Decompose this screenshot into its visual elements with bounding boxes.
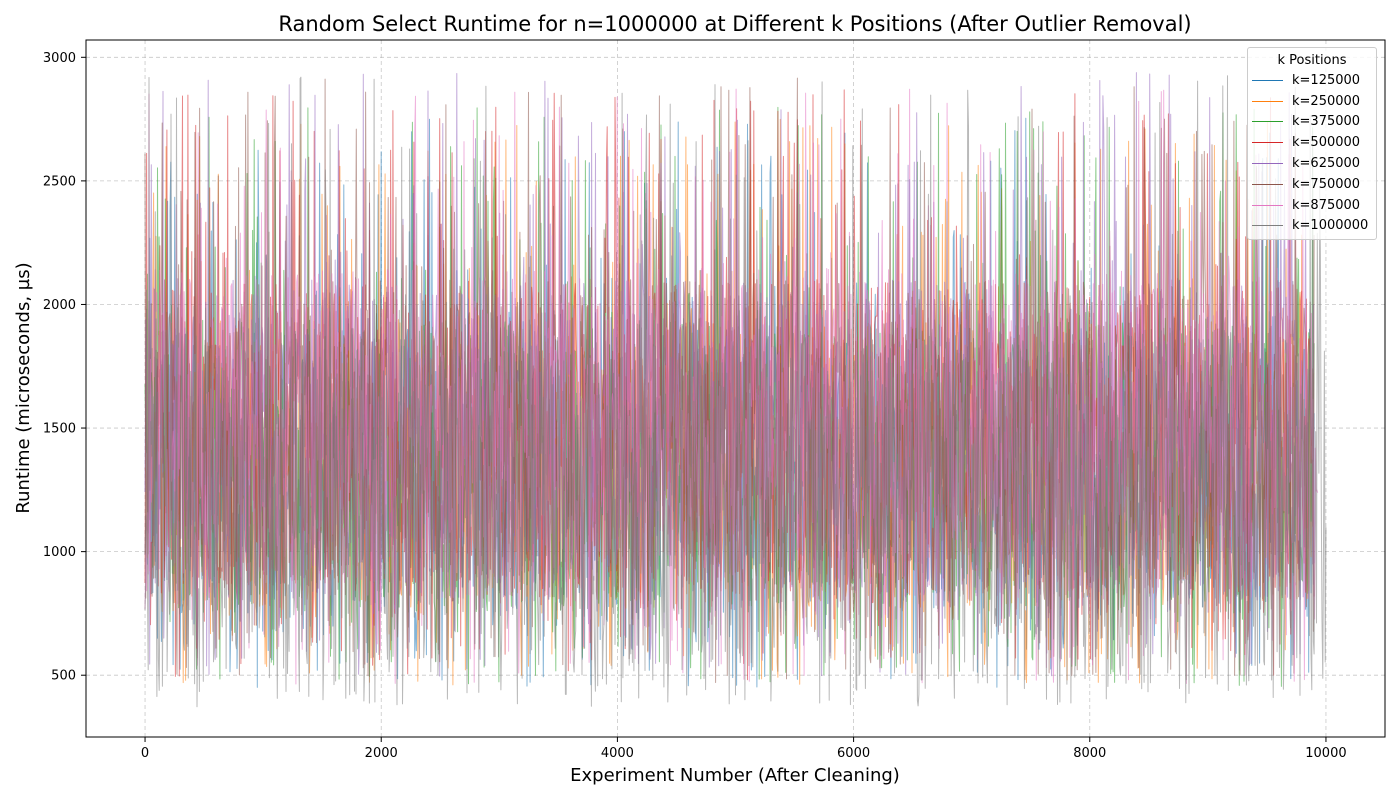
legend-item: k=375000 xyxy=(1248,112,1376,133)
legend-swatch xyxy=(1252,121,1283,123)
legend-label: k=250000 xyxy=(1292,93,1361,109)
chart-title: Random Select Runtime for n=1000000 at D… xyxy=(278,12,1191,36)
y-tick-label: 1500 xyxy=(43,422,76,437)
legend-item: k=750000 xyxy=(1248,174,1376,195)
series-line-k=1000000 xyxy=(144,75,1327,708)
legend-title: k Positions xyxy=(1277,53,1347,68)
x-tick-label: 8000 xyxy=(1073,746,1106,761)
x-tick-label: 4000 xyxy=(601,746,634,761)
legend-swatch xyxy=(1252,204,1283,206)
legend: k Positions k=125000 k=250000 k=375000 k=50… xyxy=(1247,47,1377,240)
x-tick-label: 2000 xyxy=(365,746,398,761)
x-tick-label: 6000 xyxy=(837,746,870,761)
legend-label: k=875000 xyxy=(1292,197,1361,213)
ticks: 0 2000 4000 6000 8000 10000 500 1000 1500 2000 250… xyxy=(43,51,1347,761)
legend-item: k=625000 xyxy=(1248,153,1376,174)
y-tick-label: 2500 xyxy=(43,174,76,189)
legend-label: k=625000 xyxy=(1292,156,1361,172)
legend-swatch xyxy=(1252,183,1283,185)
y-tick-label: 500 xyxy=(51,669,76,684)
legend-label: k=375000 xyxy=(1292,114,1361,130)
legend-label: k=750000 xyxy=(1292,176,1361,192)
legend-swatch xyxy=(1252,142,1283,144)
legend-item: k=250000 xyxy=(1248,91,1376,112)
y-tick-label: 3000 xyxy=(43,51,76,66)
legend-label: k=125000 xyxy=(1292,72,1361,88)
legend-item: k=1000000 xyxy=(1248,216,1376,237)
legend-swatch xyxy=(1252,225,1283,227)
legend-item: k=875000 xyxy=(1248,195,1376,216)
x-tick-label: 10000 xyxy=(1305,746,1346,761)
x-axis-label: Experiment Number (After Cleaning) xyxy=(570,765,900,786)
legend-item: k=125000 xyxy=(1248,70,1376,91)
legend-swatch xyxy=(1252,163,1283,165)
y-tick-label: 1000 xyxy=(43,545,76,560)
y-tick-label: 2000 xyxy=(43,298,76,313)
y-axis-label: Runtime (microseconds, µs) xyxy=(13,262,34,513)
legend-swatch xyxy=(1252,100,1283,102)
legend-label: k=1000000 xyxy=(1292,218,1369,234)
legend-label: k=500000 xyxy=(1292,135,1361,151)
plot-frame xyxy=(85,39,1386,738)
legend-item: k=500000 xyxy=(1248,132,1376,153)
x-tick-label: 0 xyxy=(141,746,149,761)
series-layer xyxy=(144,72,1327,708)
legend-swatch xyxy=(1252,79,1283,81)
